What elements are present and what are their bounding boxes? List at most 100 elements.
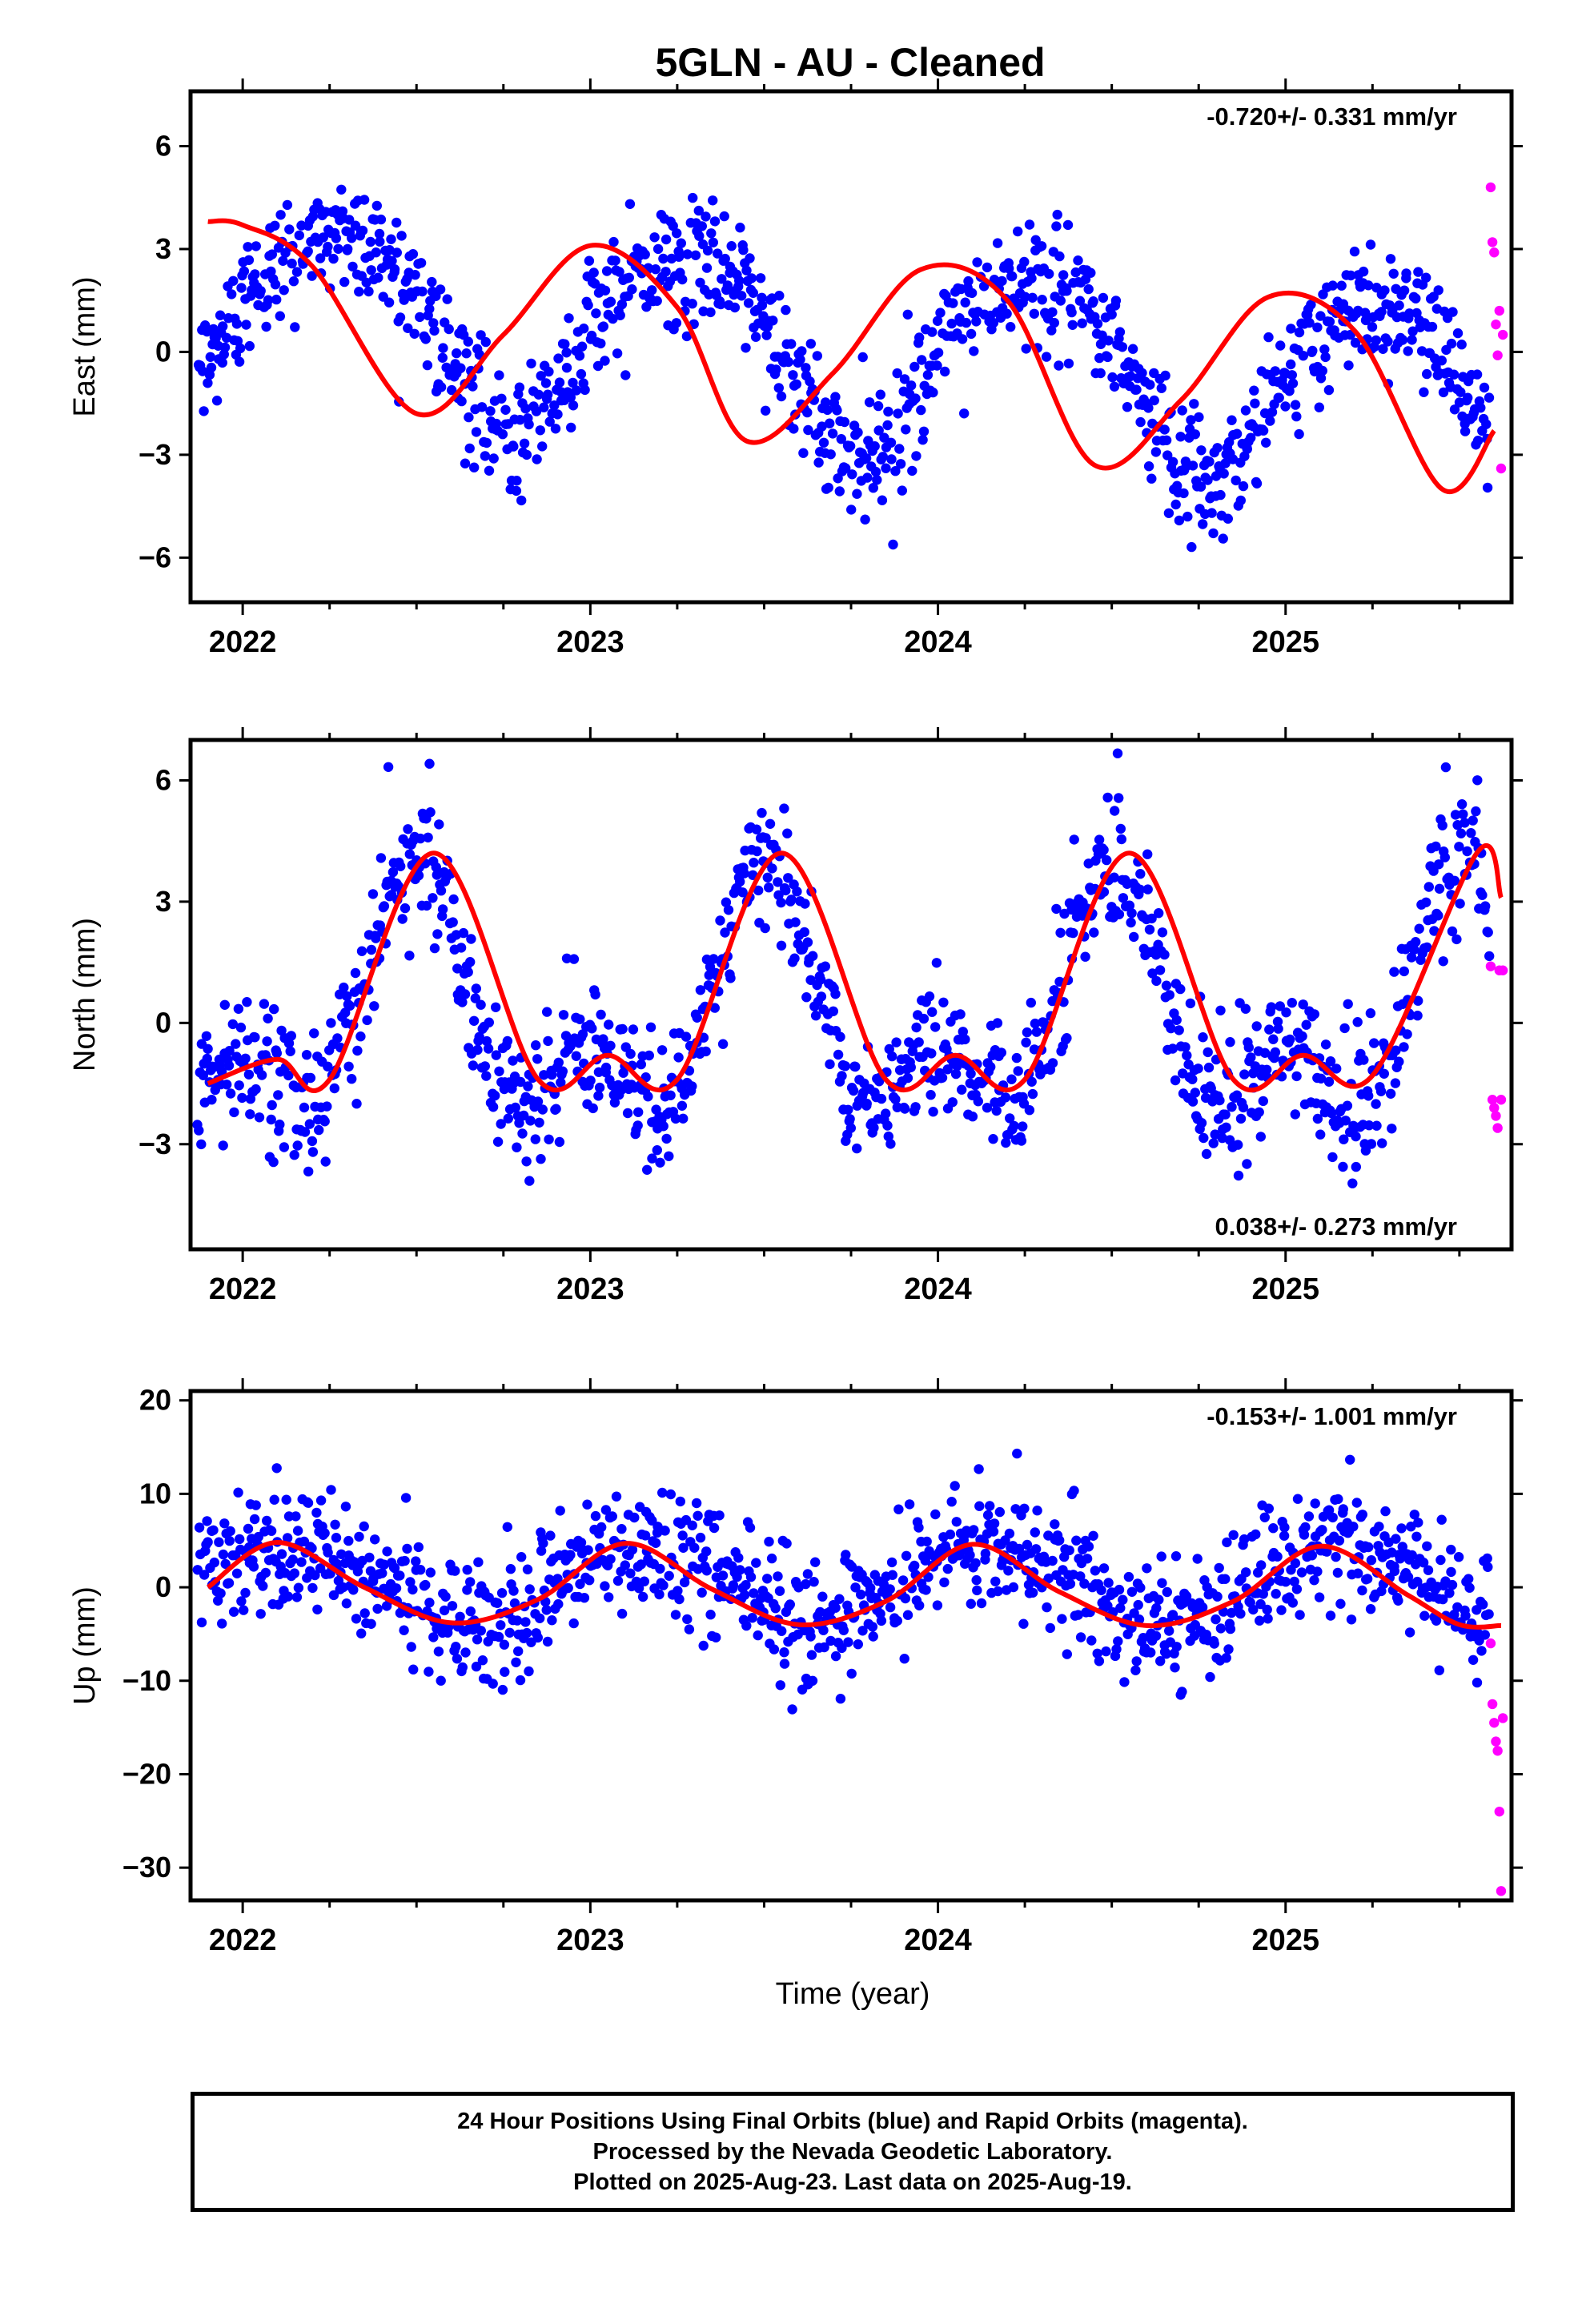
up-final-point <box>837 1642 847 1654</box>
east-final-point <box>1317 365 1328 376</box>
up-final-point <box>271 1463 282 1474</box>
east-final-point <box>853 427 863 438</box>
east-final-point <box>1358 266 1369 277</box>
up-final-point <box>1164 1626 1174 1636</box>
up-final-point <box>424 1667 434 1677</box>
north-final-point <box>1456 828 1467 838</box>
up-final-point <box>773 1571 783 1582</box>
east-final-point <box>359 195 370 205</box>
up-final-point <box>1422 1541 1432 1552</box>
east-final-point <box>1215 489 1226 501</box>
east-final-point <box>1156 383 1167 393</box>
up-final-point <box>406 1642 416 1652</box>
up-final-point <box>505 1564 516 1574</box>
up-final-point <box>990 1576 1001 1587</box>
north-final-point <box>1454 842 1464 852</box>
north-final-point <box>1342 1100 1353 1111</box>
east-final-point <box>1095 368 1106 379</box>
east-final-point <box>672 228 682 239</box>
east-final-point <box>737 291 747 301</box>
up-final-point <box>1434 1665 1445 1675</box>
east-final-point <box>899 374 910 384</box>
north-final-point <box>1352 1017 1363 1027</box>
up-final-point <box>370 1534 380 1545</box>
up-final-point <box>751 1558 761 1568</box>
east-final-point <box>677 274 688 285</box>
north-final-point <box>1240 1003 1251 1014</box>
north-final-point <box>762 872 773 883</box>
east-final-point <box>1379 285 1390 296</box>
north-final-point <box>1031 1027 1042 1037</box>
north-final-point <box>1431 841 1441 852</box>
up-final-point <box>575 1578 585 1590</box>
up-final-point <box>1447 1579 1458 1590</box>
north-final-point <box>1440 762 1452 773</box>
up-final-point <box>296 1557 307 1567</box>
north-final-point <box>670 1113 681 1124</box>
north-final-point <box>571 1051 581 1061</box>
up-final-point <box>452 1654 463 1664</box>
north-final-point <box>642 1164 652 1176</box>
up-final-point <box>1468 1655 1479 1665</box>
north-final-point <box>332 1033 343 1043</box>
east-final-point <box>963 275 974 287</box>
north-final-point <box>242 997 252 1007</box>
north-final-point <box>749 858 759 868</box>
up-final-point <box>616 1608 628 1619</box>
up-final-point <box>255 1609 266 1619</box>
north-final-point <box>496 1119 506 1129</box>
up-final-point <box>283 1591 294 1602</box>
north-final-point <box>1246 1052 1256 1063</box>
up-final-point <box>1090 1566 1101 1576</box>
up-final-point <box>774 1586 785 1596</box>
up-final-point <box>1452 1602 1463 1613</box>
east-final-point <box>427 276 437 287</box>
north-final-point <box>1272 1016 1283 1027</box>
up-final-point <box>1115 1602 1126 1614</box>
east-final-point <box>568 400 579 411</box>
up-final-point <box>307 1582 318 1594</box>
north-final-point <box>1437 820 1447 831</box>
up-x-tick-label: 2023 <box>556 1924 624 1957</box>
east-final-point <box>1143 461 1154 472</box>
north-final-point <box>677 1100 688 1112</box>
north-final-point <box>1402 1029 1412 1039</box>
east-final-point <box>485 406 496 416</box>
east-final-point <box>1274 392 1284 403</box>
east-final-point <box>957 334 968 344</box>
east-final-point <box>344 215 355 225</box>
east-y-tick-label: −6 <box>139 541 171 573</box>
east-final-point <box>917 435 928 445</box>
north-x-tick-label: 2023 <box>556 1273 624 1306</box>
north-final-point <box>644 1050 654 1061</box>
up-final-point <box>1151 1602 1162 1614</box>
north-final-point <box>1323 1076 1335 1088</box>
east-final-point <box>1058 270 1069 280</box>
up-final-point <box>1423 1565 1434 1575</box>
east-final-point <box>520 404 531 414</box>
up-final-point <box>1047 1555 1058 1566</box>
east-final-point <box>333 243 343 254</box>
up-final-point <box>239 1605 249 1615</box>
east-final-point <box>468 381 478 392</box>
north-final-point <box>598 1034 608 1044</box>
north-final-point <box>536 1154 546 1164</box>
north-final-point <box>825 1059 835 1070</box>
up-final-point <box>1289 1576 1299 1587</box>
up-final-point <box>235 1534 245 1545</box>
up-final-point <box>1296 1567 1307 1578</box>
north-final-point <box>692 1012 702 1023</box>
up-final-point <box>1088 1530 1098 1542</box>
east-final-point <box>391 247 402 258</box>
east-final-point <box>693 205 704 216</box>
up-final-point <box>902 1610 913 1620</box>
up-final-point <box>946 1497 957 1507</box>
east-final-point <box>888 539 898 550</box>
north-final-point <box>436 886 447 896</box>
up-final-point <box>1460 1610 1471 1621</box>
east-final-point <box>484 465 495 476</box>
east-final-point <box>846 505 857 515</box>
footer-line-2: Processed by the Nevada Geodetic Laborat… <box>592 2139 1113 2165</box>
east-final-points <box>193 184 1495 553</box>
east-final-point <box>571 385 582 396</box>
